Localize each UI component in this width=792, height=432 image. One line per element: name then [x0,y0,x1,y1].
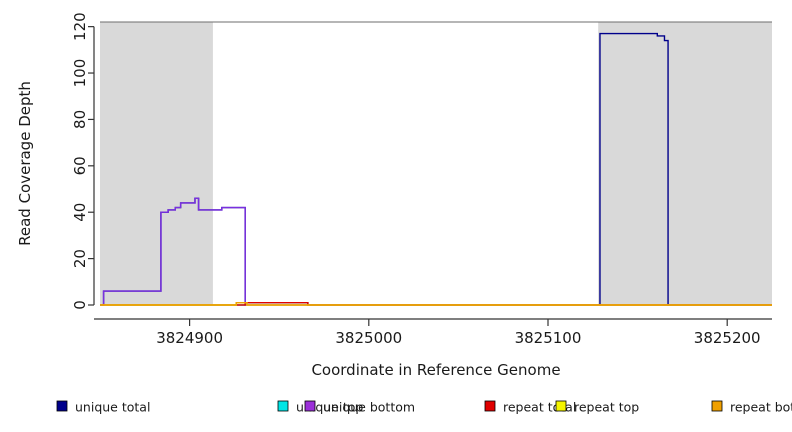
x-tick-label-3825100: 3825100 [515,329,582,347]
series-line-repeat-bottom [100,301,772,306]
x-tick-label-3825000: 3825000 [335,329,402,347]
x-tick-label-3825200: 3825200 [694,329,761,347]
y-tick-label-0: 0 [71,300,89,310]
legend-item-repeat-bottom: repeat bottom [711,400,792,415]
legend-label-repeat-bottom: repeat bottom [730,400,792,415]
legend-item-unique-total: unique total [56,400,150,415]
legend-label-unique-bottom: unique bottom [323,400,415,415]
series-line-unique-bottom [100,197,772,306]
legend-label-unique-total: unique total [75,400,150,415]
y-tick-label-60: 60 [71,156,89,175]
legend-item-repeat-top: repeat top [555,400,639,415]
legend-swatch-unique-total [56,400,68,412]
legend-swatch-unique-bottom [304,400,316,412]
legend-item-unique-bottom: unique bottom [304,400,415,415]
legend-swatch-repeat-top [555,400,567,412]
y-tick-label-80: 80 [71,110,89,129]
legend-swatch-repeat-total [484,400,496,412]
y-tick-label-20: 20 [71,249,89,268]
y-axis-title: Read Coverage Depth [16,81,34,246]
legend-swatch-unique-top [277,400,289,412]
y-tick-label-40: 40 [71,203,89,222]
shaded-region-repeat-region-left [100,22,213,305]
x-axis-title: Coordinate in Reference Genome [311,361,560,379]
x-tick-label-3824900: 3824900 [156,329,223,347]
legend-label-repeat-top: repeat top [574,400,639,415]
legend-swatch-repeat-bottom [711,400,723,412]
shaded-region-repeat-region-right [598,22,772,305]
y-tick-label-100: 100 [71,59,89,88]
y-tick-label-120: 120 [71,12,89,41]
